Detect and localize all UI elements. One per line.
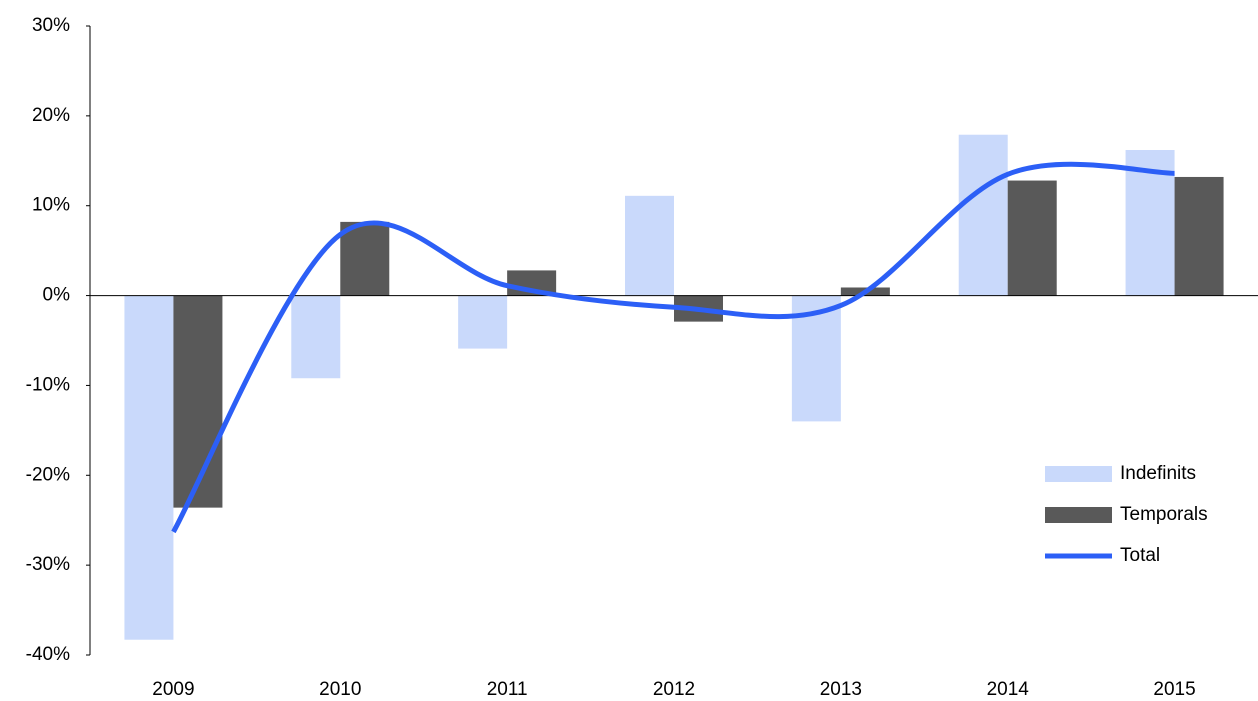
bar (340, 221, 390, 296)
bar (1174, 176, 1224, 296)
line (171, 161, 1175, 534)
bar (625, 195, 674, 296)
y-tick-label: -30% (26, 554, 70, 575)
legend-label: Total (1120, 545, 1160, 566)
y-tick-label: 30% (32, 15, 70, 36)
bar (958, 134, 1008, 296)
x-tick-label: 2009 (152, 679, 194, 700)
bar (291, 295, 341, 379)
y-tick-label: 10% (32, 195, 70, 216)
legend-label: Temporals (1120, 504, 1208, 525)
legend-swatch (1045, 466, 1112, 482)
bar (1007, 180, 1057, 296)
legend-label: Indefinits (1120, 463, 1196, 484)
x-tick-label: 2013 (820, 679, 862, 700)
y-tick-label: -10% (26, 374, 70, 395)
y-tick-label: 0% (43, 285, 71, 306)
x-tick-label: 2012 (653, 679, 695, 700)
x-tick-label: 2015 (1153, 679, 1195, 700)
legend-swatch (1045, 507, 1112, 523)
bar (458, 295, 508, 349)
bar (173, 295, 223, 508)
y-tick-label: 20% (32, 105, 70, 126)
x-tick-label: 2011 (487, 679, 528, 700)
x-tick-label: 2010 (319, 679, 361, 700)
x-tick-label: 2014 (987, 679, 1030, 700)
y-tick-label: -20% (26, 464, 70, 485)
bar (124, 295, 174, 640)
y-tick-label: -40% (26, 644, 70, 665)
